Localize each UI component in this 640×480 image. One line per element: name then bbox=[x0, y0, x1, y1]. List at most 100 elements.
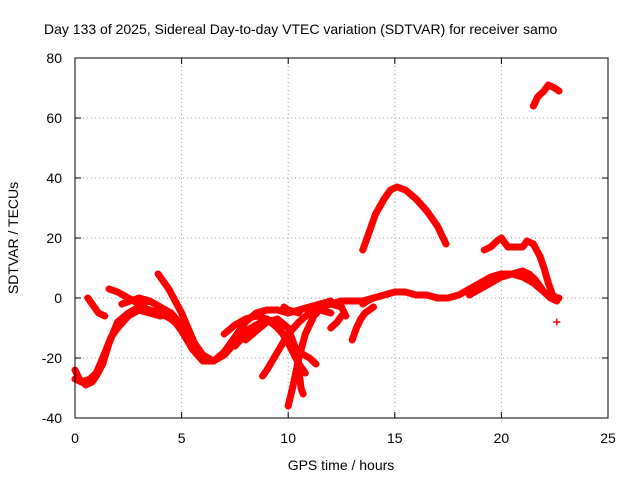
data-point bbox=[178, 309, 186, 317]
data-point bbox=[519, 267, 527, 275]
chart-title: Day 133 of 2025, Sidereal Day-to-day VTE… bbox=[44, 21, 557, 37]
data-point bbox=[412, 195, 420, 203]
data-point bbox=[306, 309, 314, 317]
y-tick-label: 80 bbox=[46, 50, 62, 66]
data-point bbox=[365, 228, 373, 236]
data-point bbox=[504, 243, 512, 251]
data-point bbox=[540, 87, 548, 95]
data-point bbox=[107, 333, 115, 341]
data-point bbox=[338, 297, 345, 305]
data-point bbox=[284, 402, 292, 410]
data-point bbox=[105, 285, 113, 293]
series-arc-l bbox=[280, 303, 303, 317]
series-arc-o bbox=[348, 303, 377, 344]
data-point bbox=[401, 288, 409, 296]
data-point bbox=[540, 288, 548, 296]
data-point bbox=[288, 384, 296, 392]
data-point bbox=[348, 336, 356, 344]
data-point bbox=[423, 207, 431, 215]
data-point bbox=[338, 312, 345, 320]
data-point bbox=[146, 297, 154, 305]
y-tick-label: 60 bbox=[46, 110, 62, 126]
data-point bbox=[306, 354, 314, 362]
x-tick-label: 15 bbox=[387, 430, 403, 446]
series-arc-c bbox=[84, 294, 109, 320]
data-point bbox=[299, 390, 307, 398]
data-point bbox=[476, 285, 484, 293]
data-point bbox=[114, 288, 122, 296]
data-point bbox=[242, 315, 250, 323]
series-arc-j bbox=[284, 270, 563, 410]
data-point bbox=[372, 210, 380, 218]
data-point bbox=[86, 375, 94, 383]
data-point bbox=[369, 294, 377, 302]
series-trace bbox=[71, 306, 175, 386]
data-point bbox=[536, 282, 544, 290]
data-point bbox=[455, 291, 463, 299]
data-point bbox=[363, 297, 371, 305]
series-arc-n bbox=[327, 312, 345, 332]
data-point bbox=[210, 357, 218, 365]
data-point bbox=[338, 303, 345, 311]
data-point bbox=[301, 330, 309, 338]
data-point bbox=[465, 291, 473, 299]
data-point bbox=[263, 318, 271, 326]
data-point bbox=[190, 339, 198, 347]
data-point bbox=[259, 372, 267, 380]
data-point bbox=[231, 342, 239, 350]
data-point bbox=[84, 294, 92, 302]
x-tick-labels: 0 5 10 15 20 25 bbox=[71, 430, 616, 446]
data-point bbox=[525, 270, 533, 278]
data-point bbox=[487, 279, 495, 287]
data-point bbox=[387, 186, 395, 194]
data-point bbox=[487, 243, 495, 251]
data-point bbox=[393, 183, 401, 191]
data-point bbox=[146, 309, 154, 317]
data-point bbox=[442, 240, 450, 248]
data-point bbox=[220, 330, 228, 338]
data-point bbox=[312, 360, 320, 368]
data-point bbox=[184, 324, 192, 332]
data-point bbox=[423, 291, 431, 299]
data-point bbox=[295, 318, 303, 326]
data-point bbox=[555, 87, 563, 95]
series-arc-q bbox=[359, 183, 450, 254]
series-trace bbox=[284, 270, 563, 410]
data-point bbox=[231, 321, 239, 329]
data-point bbox=[369, 303, 377, 311]
data-point bbox=[156, 312, 164, 320]
series-arc-m bbox=[306, 300, 350, 320]
data-point bbox=[263, 306, 271, 314]
data-point bbox=[274, 306, 282, 314]
series-arc-p bbox=[359, 294, 377, 308]
data-point bbox=[171, 297, 179, 305]
data-point bbox=[126, 297, 134, 305]
data-point bbox=[301, 369, 309, 377]
data-point bbox=[124, 312, 132, 320]
data-point bbox=[274, 348, 282, 356]
data-point bbox=[352, 324, 360, 332]
data-point bbox=[327, 324, 335, 332]
data-point bbox=[433, 294, 441, 302]
data-point bbox=[88, 300, 96, 308]
x-tick-label: 10 bbox=[280, 430, 296, 446]
data-point bbox=[497, 234, 505, 242]
axis-ticks bbox=[74, 57, 609, 419]
data-point bbox=[480, 246, 488, 254]
data-point bbox=[544, 279, 552, 287]
data-point bbox=[154, 270, 162, 278]
data-point bbox=[295, 354, 303, 362]
data-point bbox=[297, 384, 305, 392]
data-point bbox=[101, 312, 109, 320]
y-tick-label: 40 bbox=[46, 170, 62, 186]
y-tick-label: -40 bbox=[42, 410, 62, 426]
data-point bbox=[357, 315, 365, 323]
data-point bbox=[158, 276, 166, 284]
series-arc-f bbox=[154, 270, 218, 365]
data-point bbox=[135, 306, 143, 314]
data-point bbox=[493, 237, 501, 245]
y-tick-label: -20 bbox=[42, 350, 62, 366]
data-point bbox=[92, 369, 100, 377]
data-point bbox=[529, 102, 537, 110]
data-point bbox=[284, 330, 292, 338]
